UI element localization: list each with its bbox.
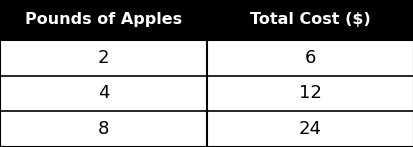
Text: 8: 8: [97, 120, 109, 138]
Text: 12: 12: [298, 85, 321, 102]
Text: Total Cost ($): Total Cost ($): [249, 12, 370, 27]
Bar: [0, 76, 413, 111]
Text: 24: 24: [298, 120, 321, 138]
Text: 6: 6: [304, 49, 316, 67]
Text: 2: 2: [97, 49, 109, 67]
Text: Pounds of Apples: Pounds of Apples: [25, 12, 182, 27]
Bar: [0, 0, 413, 40]
Text: 4: 4: [97, 85, 109, 102]
Bar: [0, 111, 413, 147]
Bar: [0, 40, 413, 76]
